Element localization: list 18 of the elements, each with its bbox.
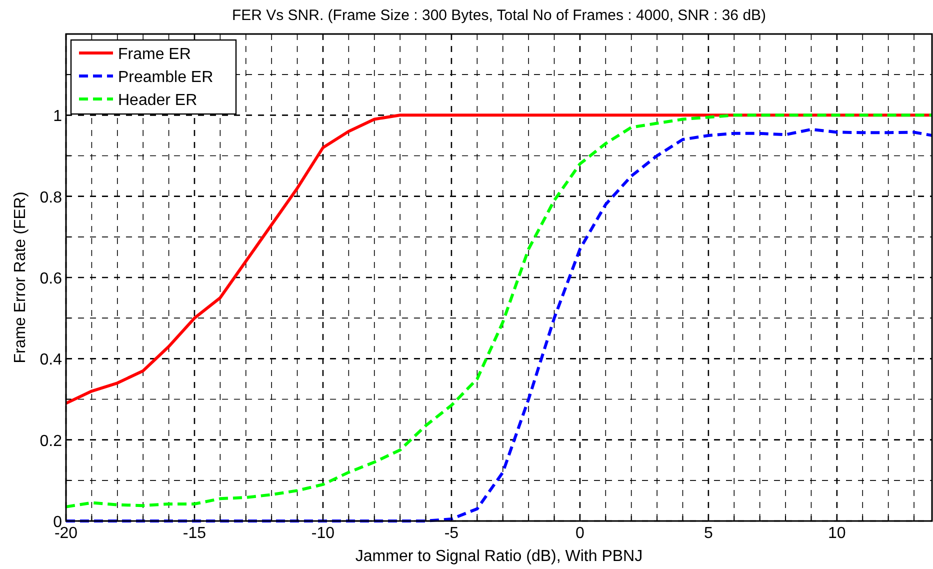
x-tick-label: -10 — [311, 525, 335, 542]
y-axis-title: Frame Error Rate (FER) — [12, 192, 29, 364]
x-tick-label: -20 — [54, 525, 78, 542]
chart-title: FER Vs SNR. (Frame Size : 300 Bytes, Total No of Frames : 4000, SNR : 36 dB) — [232, 7, 766, 24]
y-tick-label: 0.4 — [40, 352, 62, 369]
x-tick-label: 0 — [575, 525, 584, 542]
legend-label: Preamble ER — [118, 69, 214, 86]
y-tick-label: 0.8 — [40, 189, 62, 206]
y-tick-label: 1 — [53, 108, 62, 126]
x-tick-label: -15 — [182, 525, 206, 542]
x-tick-label: -5 — [444, 525, 459, 542]
x-tick-label: 10 — [828, 525, 846, 542]
y-tick-label: 0.6 — [40, 270, 62, 288]
x-axis-title: Jammer to Signal Ratio (dB), With PBNJ — [355, 548, 643, 565]
x-tick-label: 5 — [704, 525, 713, 542]
legend-label: Frame ER — [118, 46, 191, 63]
y-tick-label: 0.2 — [40, 432, 62, 450]
legend-label: Header ER — [118, 92, 198, 109]
